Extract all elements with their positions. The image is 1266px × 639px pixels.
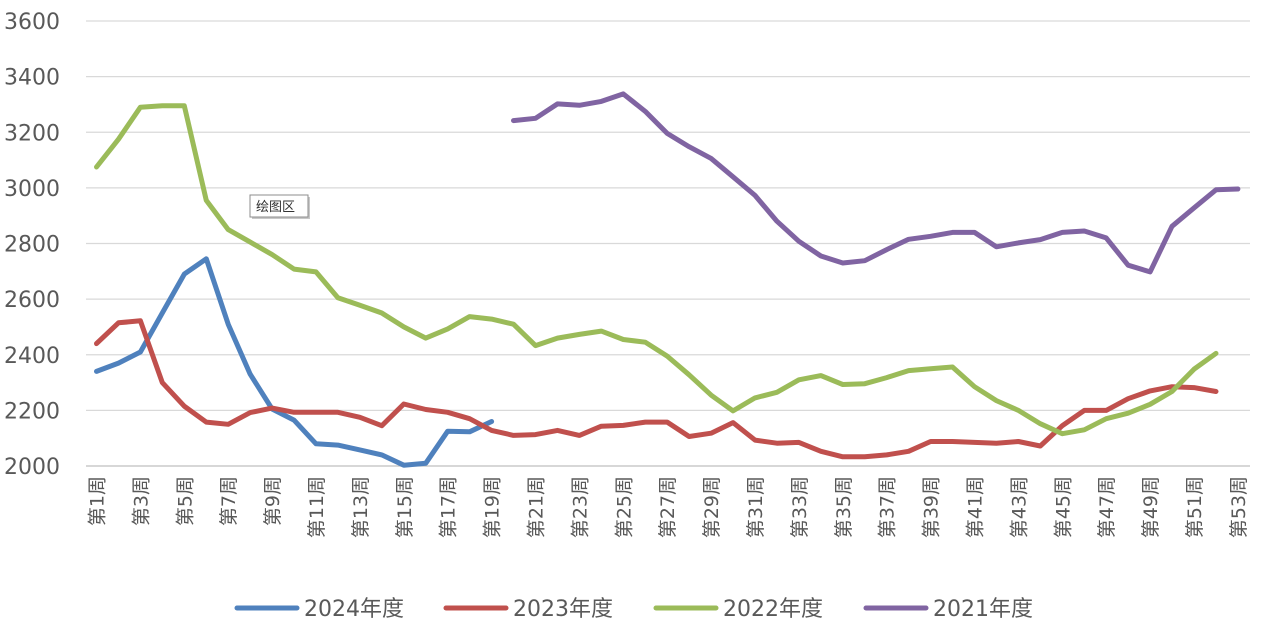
series-line-2 xyxy=(94,103,1219,437)
legend-label-2: 2022年度 xyxy=(723,597,823,622)
x-tick-label: 第7周 xyxy=(218,476,240,526)
x-tick-label: 第39周 xyxy=(921,476,943,538)
x-tick-label: 第27周 xyxy=(657,476,679,538)
x-tick-label: 第13周 xyxy=(350,476,372,538)
x-tick-label: 第3周 xyxy=(130,476,152,526)
x-tick-label: 第29周 xyxy=(701,476,723,538)
x-tick-label: 第31周 xyxy=(745,476,767,538)
x-tick-label: 第51周 xyxy=(1184,476,1206,538)
x-tick-label: 第11周 xyxy=(306,476,328,538)
y-tick-label: 3200 xyxy=(4,121,60,146)
series-line-3 xyxy=(511,91,1241,275)
x-tick-label: 第37周 xyxy=(877,476,899,538)
legend-label-3: 2021年度 xyxy=(933,597,1033,622)
tooltip-box xyxy=(249,194,309,218)
y-axis: 2000 2200 2400 2600 2800 3000 3200 3400 3600 xyxy=(4,10,60,480)
y-tick-label: 3000 xyxy=(4,177,60,202)
x-tick-label: 第53周 xyxy=(1228,476,1250,538)
x-tick-label: 第21周 xyxy=(526,476,548,538)
legend-label-0: 2024年度 xyxy=(304,597,404,622)
y-tick-label: 2400 xyxy=(4,344,60,369)
series-line-1 xyxy=(94,318,1219,460)
y-tick-label: 2800 xyxy=(4,233,60,258)
plot-area-tooltip: 绘图区 xyxy=(249,194,310,219)
y-tick-label: 3400 xyxy=(4,66,60,91)
x-tick-label: 第33周 xyxy=(789,476,811,538)
x-tick-label: 第17周 xyxy=(438,476,460,538)
legend-label-1: 2023年度 xyxy=(513,597,613,622)
x-tick-label: 第19周 xyxy=(482,476,504,538)
y-tick-label: 3600 xyxy=(4,10,60,35)
x-tick-label: 第9周 xyxy=(262,476,284,526)
x-tick-label: 第5周 xyxy=(174,476,196,526)
x-tick-label: 第47周 xyxy=(1096,476,1118,538)
x-axis: 第1周 第3周 第5周 第7周 第9周 第11周 第13周 第15周 第17周 第19周 第21周第… xyxy=(87,476,1250,538)
x-tick-label: 第45周 xyxy=(1052,476,1074,538)
legend: 2024年度 2023年度 2022年度 2021年度 xyxy=(234,597,1033,622)
tooltip-text: 绘图区 xyxy=(256,200,295,215)
y-tick-label: 2000 xyxy=(4,455,60,480)
series-line-0 xyxy=(94,256,495,468)
x-tick-label: 第25周 xyxy=(613,476,635,538)
x-tick-label: 第35周 xyxy=(833,476,855,538)
y-tick-label: 2200 xyxy=(4,399,60,424)
gridlines xyxy=(86,20,1250,467)
x-tick-label: 第49周 xyxy=(1140,476,1162,538)
x-tick-label: 第1周 xyxy=(87,476,109,526)
x-tick-label: 第23周 xyxy=(569,476,591,538)
x-tick-label: 第43周 xyxy=(1008,476,1030,538)
x-tick-label: 第41周 xyxy=(965,476,987,538)
y-tick-label: 2600 xyxy=(4,288,60,313)
x-tick-label: 第15周 xyxy=(394,476,416,538)
series-lines xyxy=(94,91,1241,468)
